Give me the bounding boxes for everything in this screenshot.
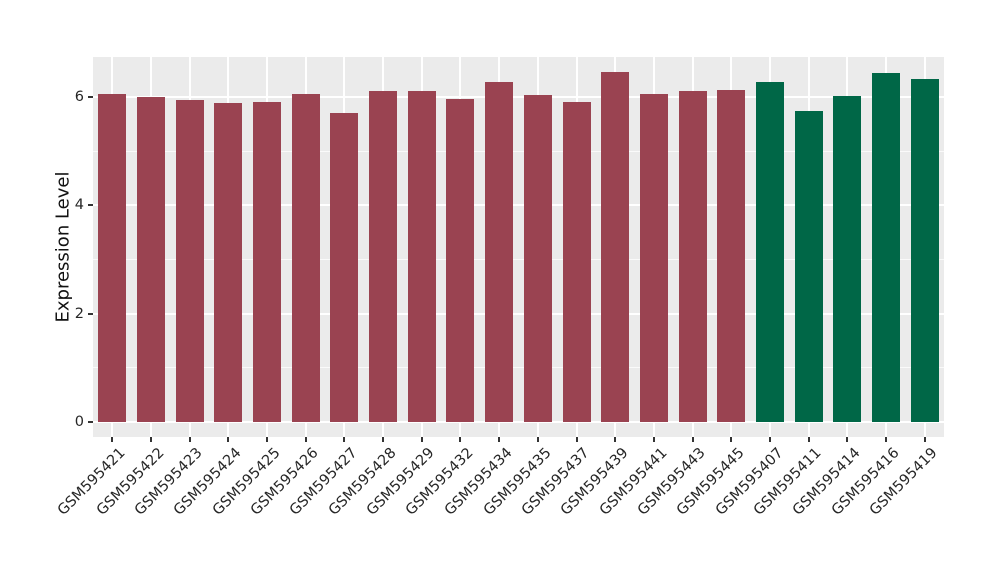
y-tick-label: 4	[74, 197, 84, 214]
x-axis-tick	[420, 437, 423, 442]
x-axis-tick	[150, 437, 153, 442]
x-axis-tick	[846, 437, 849, 442]
bar-GSM595426	[291, 94, 320, 422]
x-axis-tick	[536, 437, 539, 442]
y-tick-label: 6	[74, 88, 84, 105]
x-axis-tick	[652, 437, 655, 442]
minor-gridline	[93, 150, 944, 152]
x-axis-tick	[575, 437, 578, 442]
y-axis-tick	[88, 421, 93, 423]
x-axis-tick	[923, 437, 926, 442]
bar-GSM595443	[678, 90, 707, 422]
bar-GSM595425	[253, 101, 282, 422]
bar-GSM595429	[407, 90, 436, 422]
major-gridline	[93, 312, 944, 315]
x-axis-tick	[614, 437, 617, 442]
bar-GSM595439	[601, 72, 630, 422]
major-gridline	[93, 421, 944, 423]
bar-GSM595423	[175, 99, 204, 422]
x-axis-tick	[266, 437, 269, 442]
x-axis-tick	[730, 437, 733, 442]
bar-GSM595414	[833, 96, 862, 422]
x-axis-tick	[227, 437, 230, 442]
major-gridline	[93, 95, 944, 98]
y-axis-tick	[88, 204, 93, 207]
y-axis-tick	[88, 312, 93, 315]
x-axis-tick	[691, 437, 694, 442]
bar-GSM595445	[717, 90, 746, 422]
bar-GSM595419	[910, 79, 939, 422]
minor-gridline	[93, 258, 944, 260]
plot-panel	[93, 57, 944, 437]
x-axis-tick	[884, 437, 887, 442]
x-axis-tick	[498, 437, 501, 442]
bar-GSM595428	[369, 90, 398, 422]
x-axis-tick	[459, 437, 462, 442]
y-axis-tick	[88, 95, 93, 98]
x-axis-tick	[111, 437, 114, 442]
major-gridline	[93, 204, 944, 207]
x-axis-tick	[768, 437, 771, 442]
bar-GSM595422	[137, 96, 166, 422]
bar-GSM595421	[98, 94, 127, 422]
y-axis-title: Expression Level	[52, 171, 74, 323]
x-axis-tick	[188, 437, 191, 442]
bar-GSM595424	[214, 103, 243, 422]
x-axis-tick	[304, 437, 307, 442]
bar-GSM595434	[485, 82, 514, 422]
bar-GSM595437	[562, 102, 591, 422]
bar-GSM595435	[523, 95, 552, 422]
bar-GSM595416	[871, 72, 900, 422]
bar-GSM595441	[639, 94, 668, 422]
x-axis-tick	[807, 437, 810, 442]
minor-gridline	[93, 367, 944, 369]
bar-GSM595427	[330, 112, 359, 422]
bar-GSM595411	[794, 110, 823, 422]
y-tick-label: 0	[74, 414, 84, 430]
x-axis-tick	[382, 437, 385, 442]
bar-GSM595407	[755, 82, 784, 422]
bar-GSM595432	[446, 98, 475, 422]
y-tick-label: 2	[74, 305, 84, 322]
x-axis-tick	[343, 437, 346, 442]
